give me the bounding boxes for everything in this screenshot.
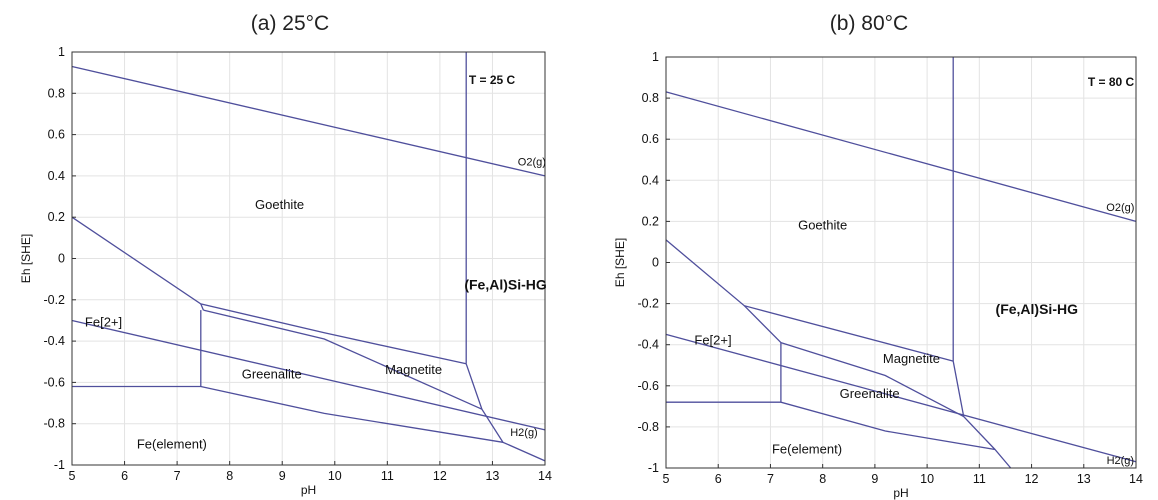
x-tick-label: 12	[433, 469, 447, 483]
x-tick-label: 6	[121, 469, 128, 483]
x-tick-label: 8	[226, 469, 233, 483]
phase-region-label: Fe(element)	[772, 442, 842, 457]
gas-line-label: O2(g)	[518, 157, 546, 169]
y-tick-label: -1	[54, 458, 65, 472]
y-tick-label: 0.4	[48, 169, 65, 183]
gas-line-label: H2(g)	[510, 427, 538, 439]
phase-region-label: Goethite	[255, 197, 304, 212]
x-tick-label: 9	[871, 472, 878, 486]
y-axis-label: Eh [SHE]	[613, 238, 627, 287]
y-tick-label: -1	[648, 461, 659, 475]
y-tick-label: 0.2	[642, 214, 659, 228]
x-axis-label: pH	[301, 483, 316, 497]
x-tick-label: 5	[663, 472, 670, 486]
x-tick-label: 5	[69, 469, 76, 483]
y-tick-label: -0.2	[637, 297, 659, 311]
x-tick-label: 14	[538, 469, 552, 483]
chart-title: (b) 80°C	[830, 12, 908, 35]
pourbaix-diagram-25c: (a) 25°C 5 6 7 8 9 10 11 12 13 14 1 0.8 0.6 0.4 0.2 0 -0.…	[19, 12, 552, 497]
phase-boundary-line	[71, 319, 546, 431]
y-tick-label: -0.8	[637, 420, 659, 434]
x-tick-label: 11	[973, 472, 986, 486]
x-tick-label: 13	[485, 469, 499, 483]
y-tick-label: 0.6	[48, 128, 65, 142]
phase-region-label: Fe[2+]	[694, 333, 731, 348]
y-tick-label: -0.4	[637, 338, 659, 352]
phase-boundary-line	[952, 360, 996, 450]
y-tick-label: 0.6	[642, 132, 659, 146]
phase-boundary-line	[665, 91, 1137, 223]
chart-panel-25c: (a) 25°C 5 6 7 8 9 10 11 12 13 14 1 0.8 0.6 0.4 0.2 0 -0.…	[19, 12, 552, 497]
y-tick-label: -0.8	[43, 417, 65, 431]
x-axis-label: pH	[893, 486, 908, 500]
x-tick-label: 14	[1129, 472, 1143, 486]
x-tick-label: 13	[1077, 472, 1091, 486]
y-tick-label: -0.6	[637, 379, 659, 393]
phase-boundary-line	[71, 216, 467, 365]
temperature-label: T = 25 C	[469, 73, 516, 87]
phase-region-label: (Fe,Al)Si-HG	[996, 301, 1079, 317]
y-tick-label: -0.4	[43, 334, 65, 348]
x-tick-label: 9	[279, 469, 286, 483]
x-tick-label: 7	[767, 472, 774, 486]
phase-region-label: Magnetite	[385, 362, 442, 377]
x-tick-label: 6	[715, 472, 722, 486]
chart-title: (a) 25°C	[251, 12, 329, 35]
pourbaix-diagram-80c: (b) 80°C 5 6 7 8 9 10 11 12 13 14 1 0.8 0.6 0.4 0.2 0 -0.…	[613, 12, 1143, 500]
x-tick-label: 10	[328, 469, 342, 483]
temperature-label: T = 80 C	[1088, 75, 1135, 89]
x-tick-label: 12	[1025, 472, 1039, 486]
phase-region-label: (Fe,Al)Si-HG	[464, 276, 547, 292]
phase-boundary-line	[665, 333, 1137, 463]
phase-region-label: Greenalite	[840, 386, 900, 401]
y-tick-label: 0.8	[48, 86, 65, 100]
phase-boundary-line	[666, 401, 1012, 469]
gas-line-label: O2(g)	[1106, 202, 1134, 214]
phase-region-label: Fe[2+]	[85, 315, 122, 330]
y-tick-label: 0.2	[48, 210, 65, 224]
x-tick-label: 8	[819, 472, 826, 486]
x-tick-label: 10	[920, 472, 934, 486]
y-tick-label: 1	[652, 50, 659, 64]
y-tick-label: -0.2	[43, 293, 65, 307]
y-tick-label: 0	[58, 252, 65, 266]
y-tick-label: 0.8	[642, 91, 659, 105]
phase-boundary-line	[465, 363, 546, 462]
phase-region-label: Greenalite	[242, 366, 302, 381]
phase-region-label: Goethite	[798, 218, 847, 233]
y-axis-label: Eh [SHE]	[19, 234, 33, 283]
x-tick-label: 7	[174, 469, 181, 483]
phase-boundary-line	[743, 305, 782, 344]
gas-line-label: H2(g)	[1107, 455, 1135, 467]
x-tick-label: 11	[381, 469, 394, 483]
y-tick-label: 1	[58, 45, 65, 59]
phase-boundary-line	[780, 341, 965, 418]
phase-boundary-line	[665, 239, 954, 362]
y-tick-label: 0.4	[642, 173, 659, 187]
y-tick-label: -0.6	[43, 375, 65, 389]
phase-boundary-line	[72, 385, 504, 443]
chart-panel-80c: (b) 80°C 5 6 7 8 9 10 11 12 13 14 1 0.8 0.6 0.4 0.2 0 -0.…	[579, 0, 1158, 500]
phase-region-label: Fe(element)	[137, 436, 207, 451]
y-tick-label: 0	[652, 256, 659, 270]
phase-boundary-line	[200, 303, 204, 311]
phase-boundary-line	[203, 309, 483, 410]
phase-region-label: Magnetite	[883, 351, 940, 366]
